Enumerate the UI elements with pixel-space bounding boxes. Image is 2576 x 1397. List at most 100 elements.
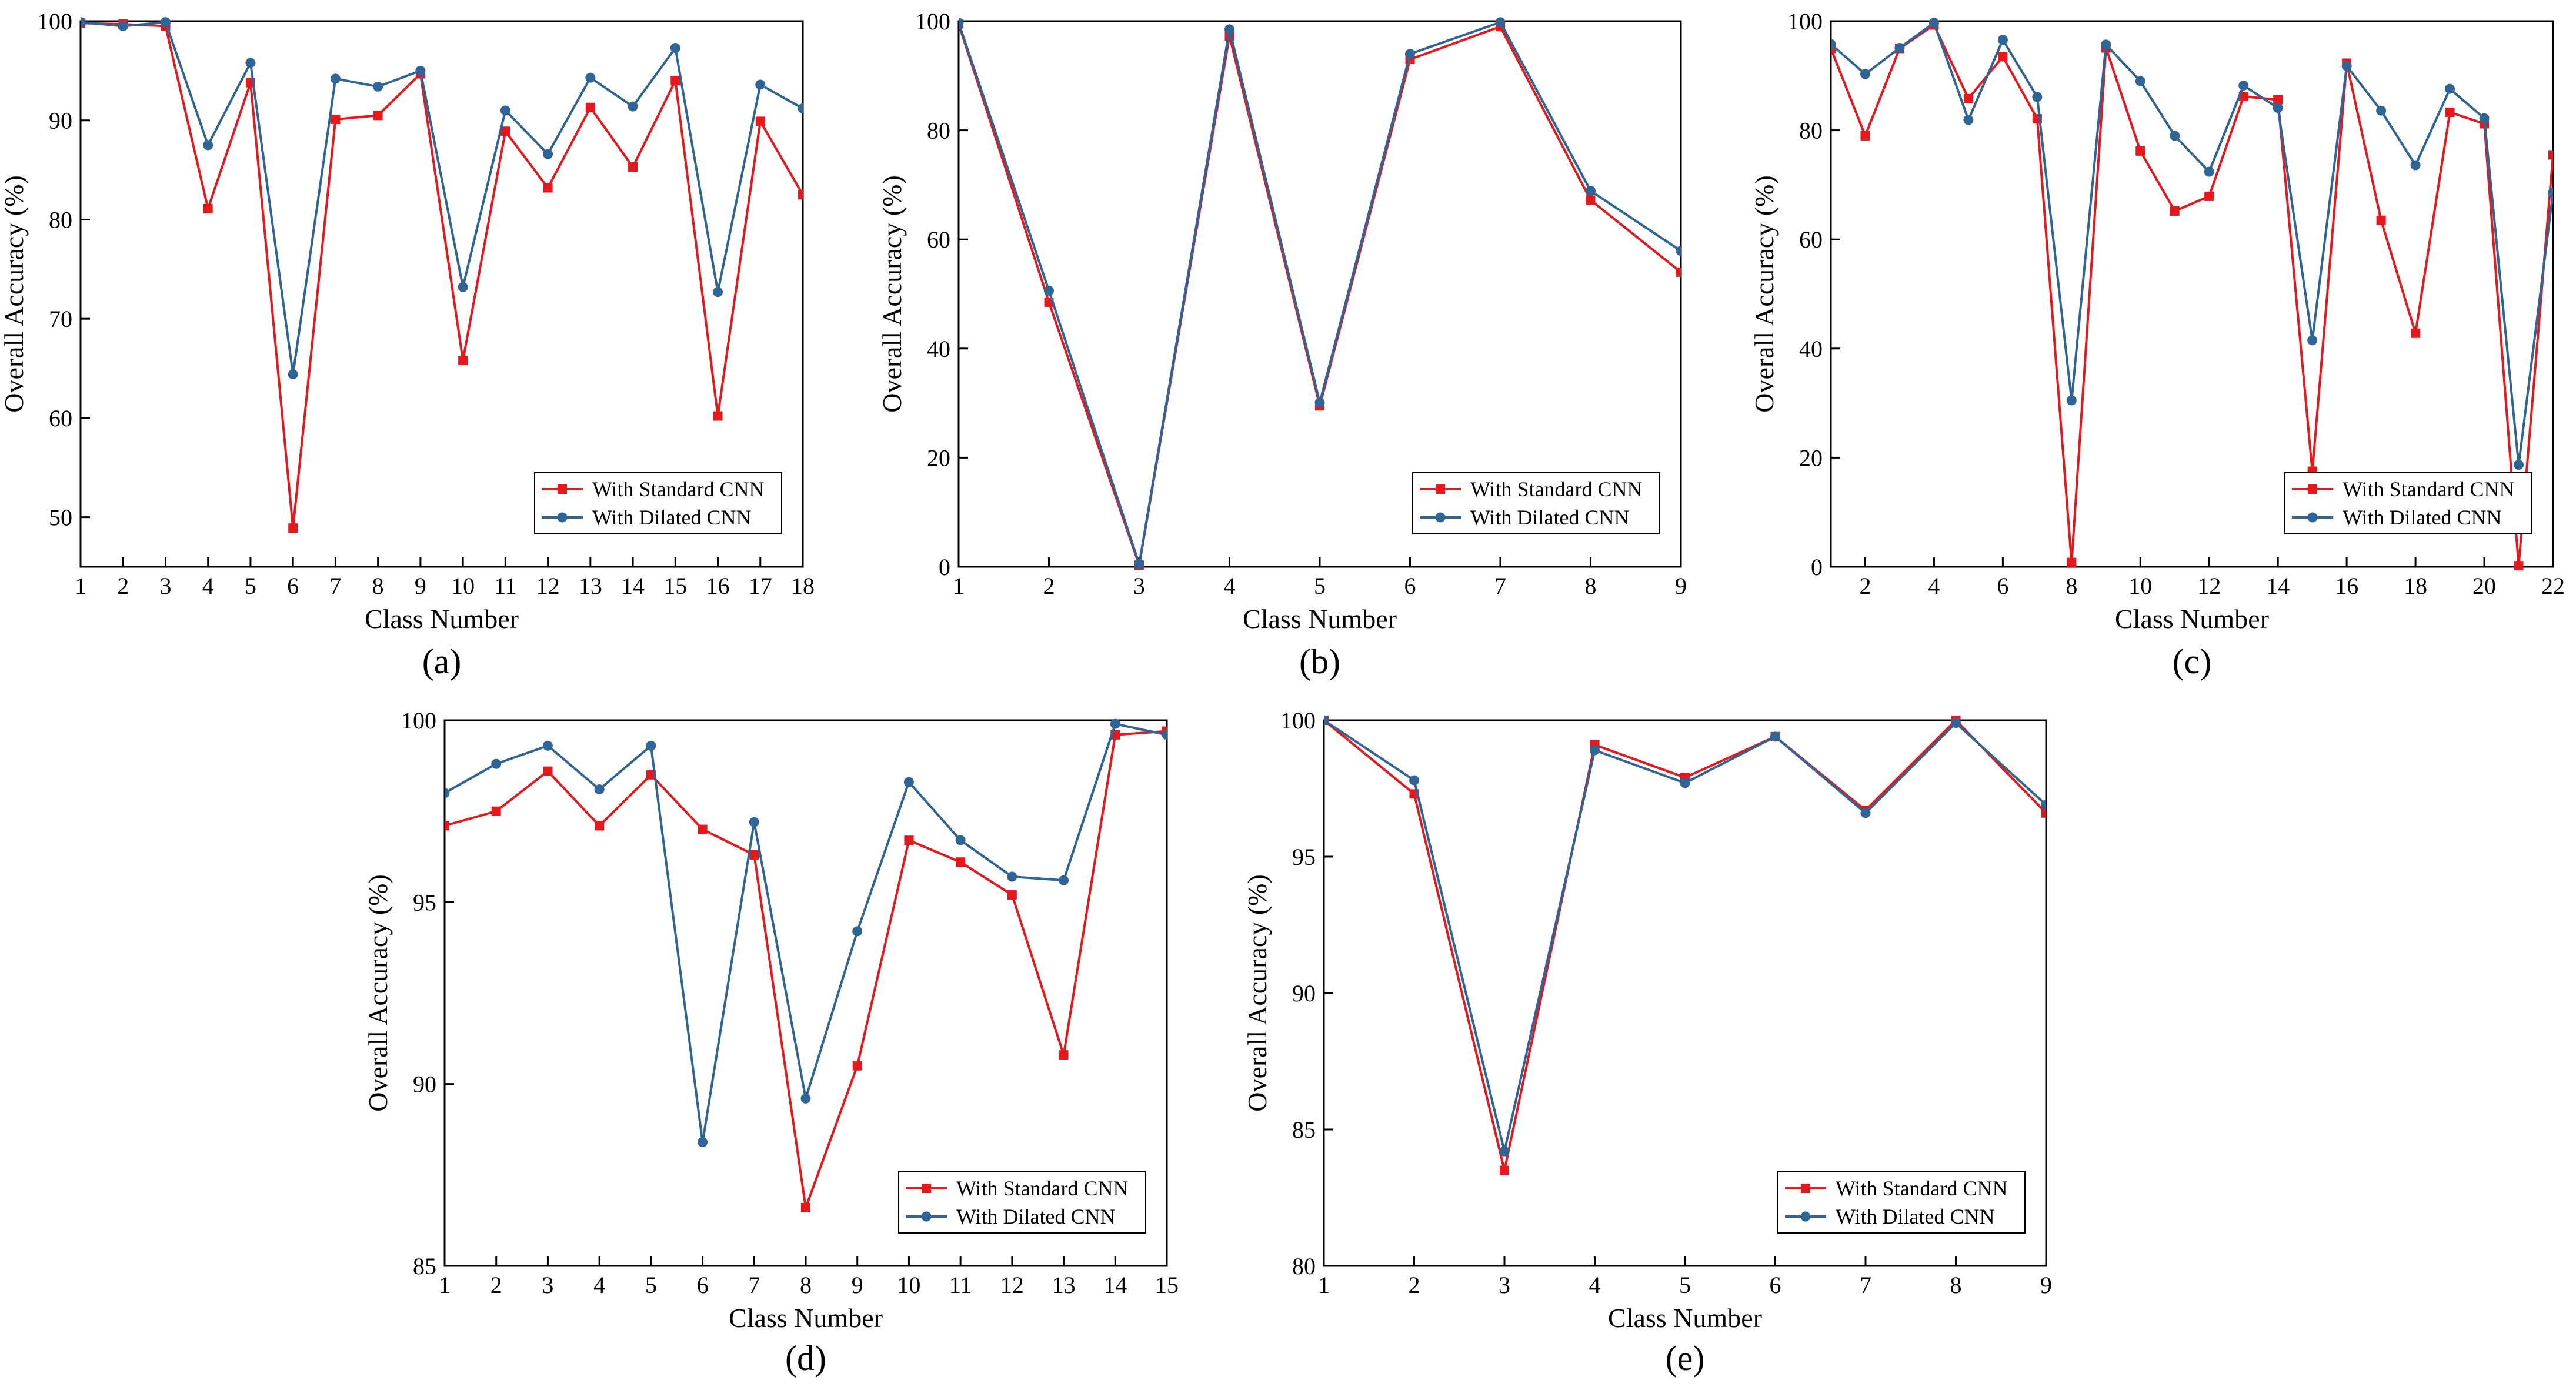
y-axis-label: Overall Accuracy (%)	[363, 874, 393, 1112]
data-point-circle	[1314, 397, 1325, 408]
legend-label: With Standard CNN	[1836, 1177, 2008, 1200]
y-tick-label: 40	[1799, 336, 1823, 362]
data-point-circle	[1770, 731, 1780, 742]
y-tick-label: 100	[915, 8, 950, 35]
x-tick-label: 6	[1770, 1272, 1781, 1298]
legend-label: With Dilated CNN	[2343, 506, 2502, 529]
data-point-circle	[698, 1137, 708, 1148]
data-point-circle	[1110, 718, 1120, 729]
data-point-circle	[1586, 186, 1596, 196]
x-tick-label: 5	[245, 573, 256, 599]
x-tick-label: 6	[1997, 573, 2008, 599]
data-point-square	[445, 821, 449, 831]
data-point-circle	[1860, 69, 1870, 79]
data-point-circle	[2101, 39, 2111, 50]
data-point-square	[1998, 52, 2008, 62]
x-tick-label: 6	[697, 1272, 709, 1298]
data-point-circle	[1409, 775, 1419, 786]
data-point-circle	[2548, 187, 2553, 198]
data-point-circle	[415, 65, 426, 76]
legend-box	[898, 1171, 1146, 1234]
x-tick-label: 9	[2040, 1272, 2052, 1298]
chart-panel-e: 1 2 3 4 5 6 7 8 9 80 85 90 95 100 Class Number Overall …	[1242, 707, 2052, 1378]
legend-marker-square	[1436, 484, 1445, 494]
x-tick-label: 4	[1589, 1272, 1601, 1298]
x-tick-label: 3	[542, 1272, 553, 1298]
data-point-square	[373, 111, 383, 121]
data-point-circle	[646, 740, 656, 751]
y-tick-label: 80	[1799, 118, 1823, 144]
data-point-circle	[670, 43, 680, 54]
plot-frame	[1830, 20, 2554, 568]
data-point-circle	[445, 788, 450, 798]
series-line	[445, 722, 1167, 1142]
y-tick-label: 50	[49, 504, 72, 531]
x-tick-label: 4	[593, 1272, 605, 1298]
data-point-square	[1860, 131, 1870, 141]
series-dilated	[959, 17, 1681, 569]
x-tick-label: 8	[372, 573, 384, 599]
data-point-circle	[1405, 49, 1415, 59]
data-point-circle	[1951, 718, 1961, 728]
x-axis-label: Class Number	[1243, 604, 1397, 634]
legend-marker-circle	[1800, 1211, 1811, 1222]
data-point-circle	[500, 105, 510, 116]
data-point-square	[698, 824, 708, 834]
data-point-circle	[2273, 103, 2283, 113]
x-tick-label: 1	[439, 1272, 451, 1298]
x-tick-label: 8	[2066, 573, 2077, 599]
x-tick-label: 8	[1950, 1272, 1962, 1298]
x-tick-label: 7	[1860, 1272, 1871, 1298]
data-point-square	[2067, 557, 2077, 567]
data-point-circle	[798, 103, 803, 113]
data-point-circle	[2341, 61, 2352, 71]
x-axis-label: Class Number	[729, 1303, 883, 1333]
x-tick-label: 8	[800, 1272, 812, 1298]
x-axis-label: Class Number	[1608, 1303, 1762, 1333]
x-tick-label: 3	[159, 573, 171, 599]
y-tick-label: 0	[1811, 554, 1823, 580]
y-tick-label: 90	[413, 1071, 436, 1098]
y-tick-label: 100	[37, 8, 72, 35]
series-standard	[445, 726, 1167, 1213]
y-tick-label: 90	[1292, 980, 1316, 1007]
data-point-square	[713, 411, 723, 421]
data-point-circle	[1963, 115, 1974, 125]
data-point-square	[585, 102, 595, 112]
data-point-circle	[1224, 24, 1234, 35]
data-point-circle	[1134, 559, 1144, 569]
y-tick-label: 0	[939, 554, 950, 580]
data-point-circle	[542, 740, 553, 751]
data-point-circle	[2066, 395, 2077, 406]
data-point-circle	[491, 758, 502, 769]
legend: With Standard CNN With Dilated CNN	[1412, 472, 1660, 534]
series-dilated	[1831, 18, 2553, 470]
x-tick-label: 11	[494, 573, 517, 599]
data-point-circle	[2041, 800, 2046, 810]
y-axis-label: Overall Accuracy (%)	[0, 175, 29, 413]
x-tick-label: 2	[490, 1272, 502, 1298]
data-point-square	[500, 126, 510, 136]
y-tick-label: 80	[927, 118, 950, 144]
x-tick-label: 14	[1103, 1272, 1127, 1298]
x-tick-label: 10	[897, 1272, 920, 1298]
x-tick-label: 5	[1679, 1272, 1691, 1298]
data-point-circle	[2514, 459, 2524, 470]
x-tick-label: 10	[451, 573, 475, 599]
data-point-circle	[713, 287, 723, 298]
data-point-circle	[1499, 1146, 1510, 1157]
legend-label: With Standard CNN	[592, 477, 765, 501]
x-tick-label: 2	[1859, 573, 1871, 599]
legend-label: With Dilated CNN	[956, 1205, 1116, 1228]
legend-marker-circle	[557, 512, 568, 523]
data-point-circle	[1495, 17, 1506, 28]
panel-label: (d)	[785, 1339, 826, 1378]
series-dilated	[445, 718, 1167, 1148]
data-point-square	[798, 190, 803, 200]
data-point-circle	[955, 835, 966, 845]
legend-label: With Dilated CNN	[1836, 1205, 1995, 1228]
legend: With Standard CNN With Dilated CNN	[1777, 1171, 2026, 1234]
legend-label: With Standard CNN	[956, 1177, 1129, 1200]
y-tick-label: 100	[1280, 707, 1316, 734]
